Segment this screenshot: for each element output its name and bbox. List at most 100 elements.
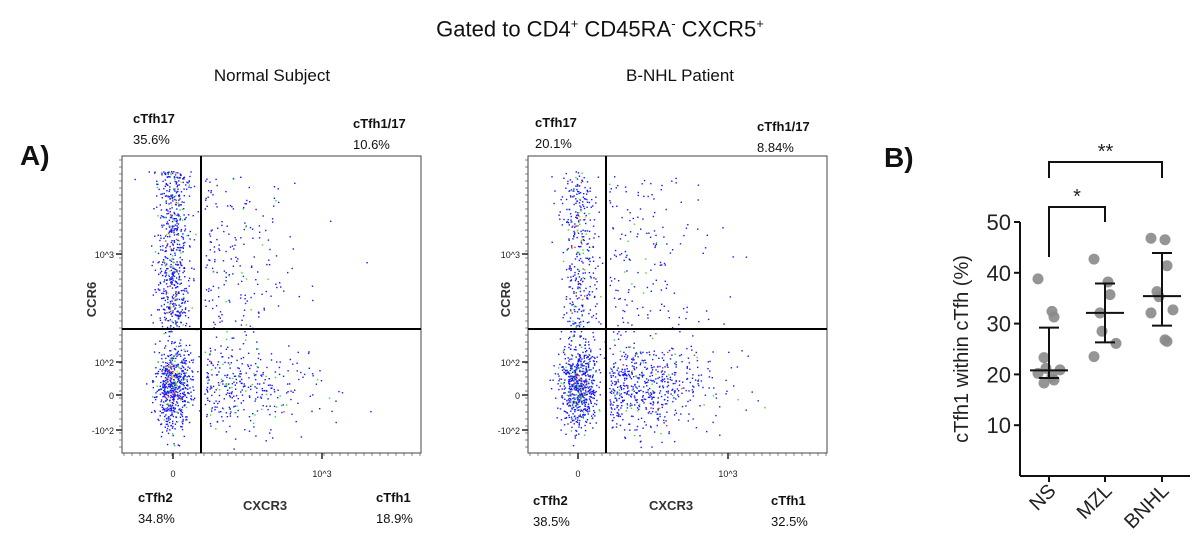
event-dot xyxy=(580,362,583,365)
event-dot xyxy=(206,364,209,366)
event-dot xyxy=(575,211,577,213)
event-dot xyxy=(166,263,168,265)
event-dot xyxy=(589,260,591,263)
event-dot xyxy=(557,407,559,409)
event-dot xyxy=(173,225,175,227)
event-dot xyxy=(611,390,613,392)
event-dot xyxy=(168,392,170,394)
event-dot xyxy=(169,404,172,406)
event-dot xyxy=(169,372,172,375)
event-dot xyxy=(227,346,229,348)
data-point xyxy=(1088,253,1100,265)
event-dot xyxy=(592,413,595,416)
event-dot xyxy=(183,188,185,190)
event-dot xyxy=(634,362,636,365)
event-dot xyxy=(616,393,618,395)
event-dot xyxy=(242,275,245,278)
event-dot xyxy=(218,371,220,373)
event-dot xyxy=(273,405,276,408)
event-dot xyxy=(663,398,666,401)
event-dot xyxy=(582,277,584,279)
event-dot xyxy=(565,417,567,419)
event-dot xyxy=(180,228,183,231)
event-dot xyxy=(669,378,671,381)
event-dot xyxy=(626,375,628,377)
event-dot xyxy=(172,422,174,425)
event-dot xyxy=(171,395,173,397)
event-dot xyxy=(572,375,575,378)
event-dot xyxy=(163,390,165,392)
event-dot xyxy=(184,394,186,396)
event-dot xyxy=(270,359,273,361)
event-dot xyxy=(675,398,677,400)
data-point xyxy=(1159,234,1171,246)
event-dot xyxy=(653,230,656,232)
event-dot xyxy=(650,372,652,374)
event-dot xyxy=(179,311,181,314)
event-dot xyxy=(610,188,612,190)
event-dot xyxy=(165,373,168,375)
event-dot xyxy=(673,414,676,416)
event-dot xyxy=(184,350,186,353)
event-dot xyxy=(217,361,220,363)
event-dot xyxy=(691,349,693,351)
event-dot xyxy=(160,423,163,425)
event-dot xyxy=(664,264,666,266)
event-dot xyxy=(207,358,209,361)
event-dot xyxy=(570,340,573,342)
event-dot xyxy=(576,255,578,258)
event-dot xyxy=(576,421,579,423)
event-dot xyxy=(578,399,581,401)
event-dot xyxy=(599,372,602,374)
event-dot xyxy=(159,217,162,219)
event-dot xyxy=(265,229,267,232)
event-dot xyxy=(611,370,614,372)
event-dot xyxy=(595,403,598,406)
event-dot xyxy=(617,412,619,414)
event-dot xyxy=(182,236,184,239)
event-dot xyxy=(591,198,593,201)
event-dot xyxy=(341,392,344,394)
event-dot xyxy=(218,244,220,246)
event-dot xyxy=(166,420,169,423)
event-dot xyxy=(169,401,172,403)
event-dot xyxy=(636,236,638,238)
event-dot xyxy=(646,286,649,289)
event-dot xyxy=(589,257,591,260)
event-dot xyxy=(617,386,619,388)
event-dot xyxy=(649,310,652,312)
event-dot xyxy=(582,372,585,375)
data-point xyxy=(1104,289,1116,301)
event-dot xyxy=(170,266,172,268)
event-dot xyxy=(185,322,188,325)
event-dot xyxy=(171,371,173,373)
event-dot xyxy=(169,285,171,287)
event-dot xyxy=(239,375,241,378)
event-dot xyxy=(171,216,173,218)
event-dot xyxy=(568,380,570,382)
event-dot xyxy=(640,352,642,355)
event-dot xyxy=(170,374,172,377)
event-dot xyxy=(171,240,173,242)
event-dot xyxy=(578,175,581,177)
q-ll-name: cTfh2 xyxy=(138,490,173,505)
event-dot xyxy=(707,368,709,370)
event-dot xyxy=(245,334,247,336)
event-dot xyxy=(656,418,659,420)
event-dot xyxy=(585,354,587,356)
event-dot xyxy=(219,311,222,313)
event-dot xyxy=(577,251,579,254)
event-dot xyxy=(172,267,174,269)
event-dot xyxy=(570,344,572,347)
event-dot xyxy=(563,371,565,373)
event-dot xyxy=(580,321,582,323)
event-dot xyxy=(580,389,583,392)
event-dot xyxy=(188,245,191,247)
event-dot xyxy=(593,410,595,412)
event-dot xyxy=(628,346,630,348)
event-dot xyxy=(215,389,217,391)
event-dot xyxy=(175,183,177,185)
event-dot xyxy=(169,319,172,321)
event-dot xyxy=(563,388,566,390)
event-dot xyxy=(167,409,169,412)
